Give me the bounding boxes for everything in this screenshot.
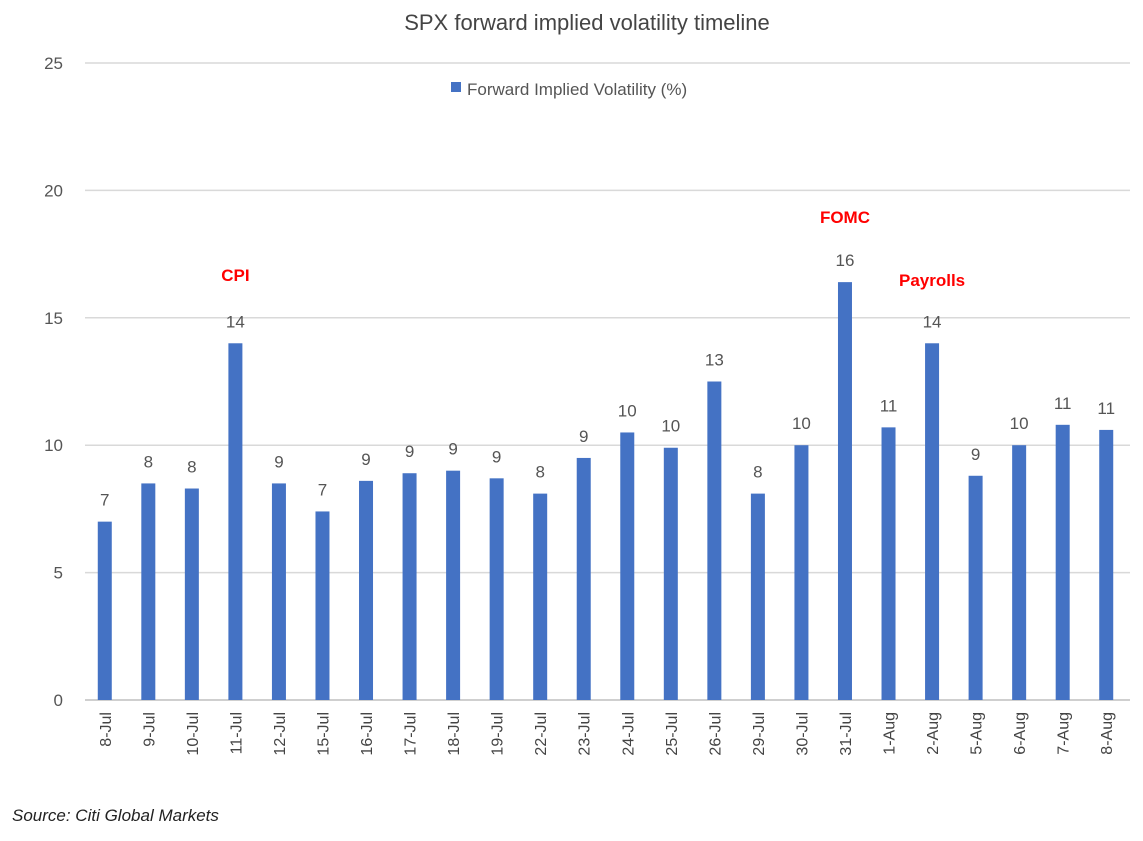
data-label: 13 [705, 351, 724, 370]
bar [663, 447, 678, 700]
data-label: 10 [661, 417, 680, 436]
y-tick-label: 5 [54, 564, 63, 583]
x-tick-label: 6-Aug [1012, 712, 1029, 755]
x-tick-label: 10-Jul [185, 712, 202, 756]
bar [315, 511, 330, 700]
bar [533, 493, 548, 700]
data-label: 8 [535, 463, 544, 482]
x-tick-label: 8-Jul [98, 712, 115, 747]
data-label: 9 [492, 447, 501, 466]
data-label: 16 [836, 251, 855, 270]
data-label: 7 [318, 480, 327, 499]
x-tick-label: 29-Jul [751, 712, 768, 756]
y-tick-label: 25 [44, 54, 63, 73]
x-tick-label: 31-Jul [838, 712, 855, 756]
bar [97, 521, 112, 700]
legend-label: Forward Implied Volatility (%) [467, 80, 687, 99]
data-label: 8 [753, 463, 762, 482]
bar [359, 480, 374, 700]
data-label: 8 [187, 458, 196, 477]
x-tick-label: 8-Aug [1099, 712, 1116, 755]
bar [489, 478, 504, 700]
bar [271, 483, 286, 700]
x-tick-label: 12-Jul [272, 712, 289, 756]
bar [1055, 424, 1070, 700]
x-tick-label: 11-Jul [228, 712, 245, 754]
data-label: 10 [792, 414, 811, 433]
x-tick-label: 25-Jul [664, 712, 681, 756]
bar [750, 493, 765, 700]
bar [402, 473, 417, 700]
x-tick-label: 24-Jul [620, 712, 637, 756]
data-label: 9 [448, 440, 457, 459]
data-label: 10 [618, 401, 637, 420]
data-label: 10 [1010, 414, 1029, 433]
data-label: 9 [405, 442, 414, 461]
x-tick-label: 2-Aug [925, 712, 942, 755]
bar [707, 381, 722, 700]
data-label: 14 [923, 312, 942, 331]
chart-title: SPX forward implied volatility timeline [404, 10, 770, 35]
x-tick-label: 30-Jul [794, 712, 811, 756]
bar [794, 445, 809, 700]
x-tick-label: 22-Jul [533, 712, 550, 756]
data-label: 9 [971, 445, 980, 464]
y-tick-label: 15 [44, 309, 63, 328]
x-tick-label: 16-Jul [359, 712, 376, 756]
bar [837, 282, 852, 700]
data-label: 11 [880, 396, 898, 415]
y-tick-label: 10 [44, 436, 63, 455]
x-tick-label: 7-Aug [1056, 712, 1073, 755]
bar [620, 432, 635, 700]
x-tick-label: 17-Jul [403, 712, 420, 756]
data-label: 9 [579, 427, 588, 446]
x-tick-label: 15-Jul [315, 712, 332, 756]
annotation-label: FOMC [820, 208, 870, 227]
annotation-label: CPI [221, 266, 249, 285]
bar [184, 488, 199, 700]
bar [925, 343, 940, 700]
bar [446, 470, 461, 700]
data-label: 7 [100, 491, 109, 510]
data-label: 9 [361, 450, 370, 469]
annotation-label: Payrolls [899, 271, 965, 290]
bar [881, 427, 896, 700]
x-tick-label: 19-Jul [490, 712, 507, 756]
bar [1012, 445, 1027, 700]
legend-swatch [451, 82, 461, 92]
bar [968, 475, 983, 700]
x-tick-label: 18-Jul [446, 712, 463, 756]
bar [1099, 429, 1114, 700]
x-tick-label: 23-Jul [577, 712, 594, 756]
bar [576, 457, 591, 700]
bar [228, 343, 243, 700]
x-tick-label: 5-Aug [969, 712, 986, 755]
data-label: 11 [1054, 394, 1072, 413]
bar [141, 483, 156, 700]
data-label: 8 [144, 452, 153, 471]
y-tick-label: 20 [44, 181, 63, 200]
x-tick-label: 1-Aug [882, 712, 899, 755]
source-note: Source: Citi Global Markets [12, 806, 219, 825]
data-label: 9 [274, 452, 283, 471]
x-tick-label: 9-Jul [141, 712, 158, 747]
y-tick-label: 0 [54, 691, 63, 710]
data-label: 14 [226, 312, 245, 331]
data-label: 11 [1097, 399, 1115, 418]
x-tick-label: 26-Jul [707, 712, 724, 756]
